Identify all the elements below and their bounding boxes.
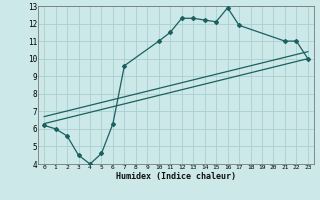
X-axis label: Humidex (Indice chaleur): Humidex (Indice chaleur) [116, 172, 236, 181]
